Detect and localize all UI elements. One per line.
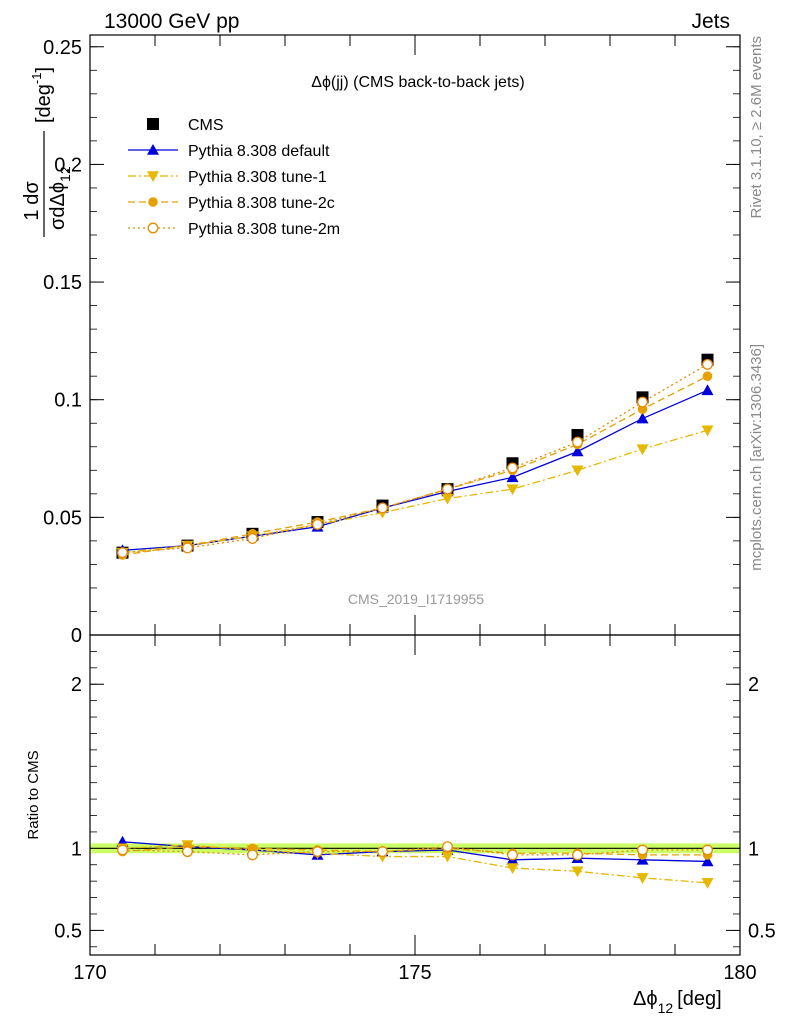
- main-ytick-label: 0.05: [43, 507, 82, 529]
- x-axis-title: Δϕ12 [deg]: [633, 988, 722, 1016]
- ratio-point-3-1: [182, 846, 193, 858]
- main-series-line-4: [122, 363, 708, 554]
- legend-title: Δϕ(jj) (CMS back-to-back jets): [311, 74, 524, 91]
- ratio-point-3-6: [507, 849, 518, 861]
- main-point-2-9: [701, 425, 714, 437]
- main-point-2-6: [506, 484, 519, 496]
- xtick-label: 170: [73, 962, 106, 984]
- ratio-point-1-7: [571, 866, 584, 878]
- legend-label-3: Pythia 8.308 tune-2c: [188, 195, 335, 212]
- ratio-point-1-8: [636, 873, 649, 884]
- main-point-4-7: [572, 436, 583, 448]
- ratio-ytick-label: 0.5: [54, 920, 82, 942]
- main-point-2-5: [441, 493, 454, 505]
- ratio-point-1-6: [506, 863, 519, 875]
- main-series-line-2: [122, 429, 708, 554]
- legend: CMS Pythia 8.308 default Pythia 8.308 tune…: [128, 117, 340, 238]
- main-ytick-label: 0.25: [43, 37, 82, 59]
- main-point-1-8: [636, 412, 649, 424]
- main-point-4-8: [637, 396, 648, 408]
- ratio-ytick-label: 1: [71, 838, 82, 860]
- mcplots-label: mcplots.cern.ch [arXiv:1306.3436]: [748, 344, 765, 571]
- ratio-ytick-label: 2: [71, 674, 82, 696]
- ratio-point-3-2: [247, 849, 258, 861]
- axes-layer: 0 0.05 0.1 0.15 0.2 0.25 0.5 0.5 1 1 2 2 170 175 180: [43, 35, 776, 984]
- ratio-point-0-9: [701, 855, 714, 867]
- legend-label-0: CMS: [188, 117, 224, 134]
- xtick-label: 175: [398, 962, 431, 984]
- ratio-point-3-8: [637, 844, 648, 856]
- ratio-ytick-label-right: 2: [748, 674, 759, 696]
- main-point-1-7: [571, 445, 584, 457]
- main-point-4-2: [247, 533, 258, 544]
- ratio-point-3-5: [442, 841, 453, 853]
- header-left: 13000 GeV pp: [104, 10, 239, 33]
- main-point-4-5: [442, 483, 453, 495]
- main-ytick-label: 0.15: [43, 272, 82, 294]
- legend-marker-3: [148, 197, 158, 207]
- data-layer: [90, 353, 740, 889]
- header-right: Jets: [691, 10, 730, 33]
- main-point-2-7: [571, 465, 584, 477]
- ratio-point-3-3: [312, 846, 323, 858]
- svg-text:[deg-1]: [deg-1]: [29, 67, 55, 123]
- ratio-series-line-2: [122, 846, 708, 856]
- main-point-4-3: [312, 518, 323, 530]
- ratio-point-1-5: [441, 851, 454, 863]
- main-point-1-9: [701, 384, 714, 396]
- legend-label-4: Pythia 8.308 tune-2m: [188, 221, 340, 238]
- svg-text:1dσ: 1dσ: [21, 181, 43, 221]
- main-point-4-0: [117, 547, 128, 559]
- xtick-label: 180: [723, 962, 756, 984]
- legend-marker-4: [147, 222, 159, 234]
- ratio-ytick-label-right: 0.5: [748, 920, 776, 942]
- ratio-point-3-4: [377, 846, 388, 858]
- ratio-point-3-7: [572, 849, 583, 861]
- ratio-point-3-0: [117, 844, 128, 856]
- legend-label-1: Pythia 8.308 default: [188, 143, 330, 160]
- main-point-4-4: [377, 502, 388, 514]
- ratio-series-line-0: [122, 841, 708, 863]
- ratio-point-3-9: [702, 844, 713, 856]
- ratio-point-1-9: [701, 877, 714, 889]
- legend-marker-2: [147, 171, 159, 182]
- analysis-watermark: CMS_2019_I1719955: [348, 591, 484, 607]
- main-series-line-3: [122, 375, 708, 556]
- svg-text:Δϕ12[deg]: Δϕ12 [deg]: [633, 988, 722, 1016]
- main-point-4-9: [702, 358, 713, 370]
- legend-label-2: Pythia 8.308 tune-1: [188, 169, 327, 186]
- main-point-1-6: [506, 471, 519, 483]
- ratio-panel-frame: [89, 634, 741, 956]
- main-ytick-label: 0.1: [54, 390, 82, 412]
- legend-marker-0: [147, 118, 159, 130]
- main-point-4-1: [182, 542, 193, 554]
- main-y-axis-title: 1dσ σdΔϕ12 [deg-1]: [21, 67, 73, 237]
- main-ytick-label: 0.2: [54, 154, 82, 176]
- main-ytick-label: 0: [71, 625, 82, 647]
- main-point-4-6: [507, 462, 518, 474]
- main-point-3-9: [702, 371, 713, 381]
- ratio-y-axis-title: Ratio to CMS: [25, 750, 42, 839]
- rivet-label: Rivet 3.1.10, ≥ 2.6M events: [748, 36, 765, 219]
- main-series-line-1: [122, 389, 708, 551]
- ratio-series-line-1: [122, 844, 708, 884]
- ratio-ytick-label-right: 1: [748, 838, 759, 860]
- legend-marker-1: [147, 144, 159, 155]
- main-point-2-8: [636, 444, 649, 456]
